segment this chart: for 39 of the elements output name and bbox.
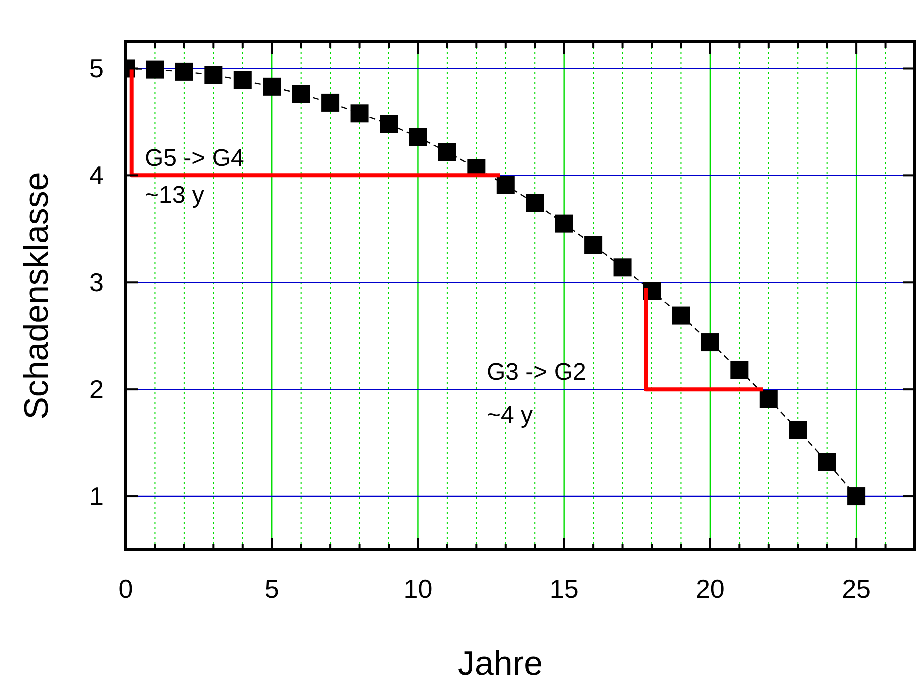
y-axis-title: Schadensklasse [18, 172, 56, 420]
x-tick-label: 5 [264, 574, 280, 604]
point [380, 115, 398, 134]
point [614, 258, 632, 277]
point [438, 143, 456, 162]
x-tick-label: 0 [118, 574, 134, 604]
point [175, 62, 194, 81]
x-axis-title: Jahre [458, 645, 544, 682]
point [526, 194, 544, 212]
point [789, 421, 808, 440]
point [496, 176, 515, 194]
annotation: ~4 y [487, 402, 534, 429]
y-tick-label: 3 [90, 268, 104, 298]
point [234, 72, 252, 90]
point [263, 78, 282, 96]
y-tick-label: 2 [90, 374, 104, 405]
point [848, 488, 866, 506]
point [204, 66, 223, 84]
x-tick-label: 15 [550, 574, 579, 604]
point [672, 306, 690, 325]
point [292, 85, 310, 104]
y-tick-label: 4 [90, 160, 104, 191]
point [701, 334, 720, 352]
point [350, 104, 369, 123]
point [555, 214, 574, 233]
y-tick-label: 5 [90, 54, 104, 84]
annotation: ~13 y [145, 182, 204, 209]
point [818, 453, 836, 472]
point [409, 128, 428, 146]
annotation: G5 -> G4 [145, 145, 244, 172]
point [322, 94, 340, 112]
x-tick-label: 10 [404, 574, 433, 604]
point [584, 236, 603, 254]
point [730, 361, 749, 380]
x-tick-label: 20 [696, 574, 725, 604]
x-tick-label: 25 [842, 574, 872, 604]
point [146, 60, 164, 79]
y-tick-label: 1 [90, 482, 104, 512]
point [760, 390, 778, 408]
